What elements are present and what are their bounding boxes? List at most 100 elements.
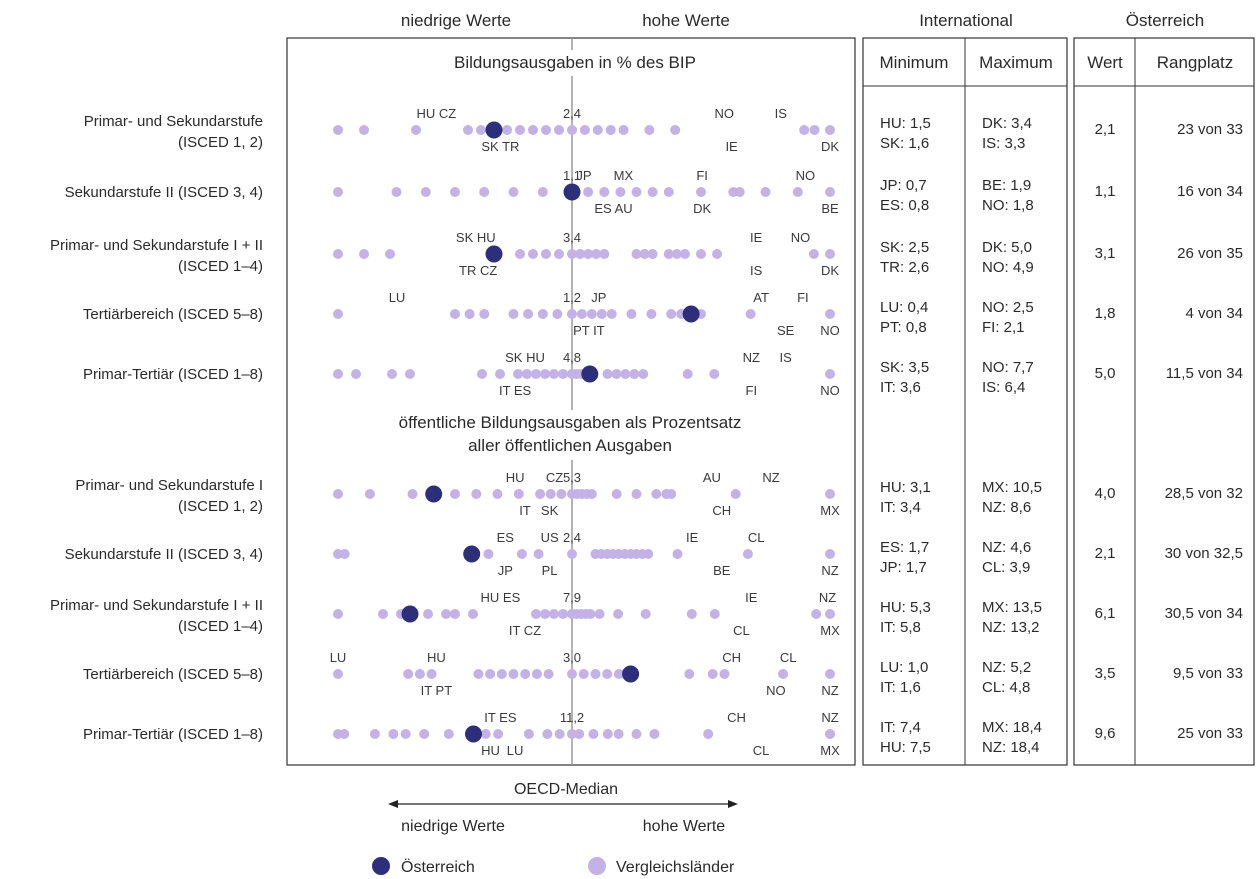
country-code-bottom: IT (519, 503, 531, 518)
comparison-point (369, 729, 380, 739)
comparison-point (745, 309, 756, 319)
comparison-point (591, 249, 602, 259)
country-code-top: IS (775, 106, 788, 121)
comparison-point (420, 187, 431, 197)
comparison-point (464, 309, 475, 319)
comparison-point (809, 125, 820, 135)
comparison-point (533, 549, 544, 559)
comparison-point (576, 309, 587, 319)
comparison-point (523, 729, 534, 739)
comparison-point (585, 609, 596, 619)
comparison-point (605, 125, 616, 135)
comparison-point (541, 249, 551, 259)
international-min-1: SK: 2,5 (880, 239, 929, 256)
comparison-point (825, 125, 835, 135)
comparison-point (671, 249, 682, 259)
footer-median-label: OECD-Median (514, 781, 618, 798)
comparison-point (364, 489, 375, 499)
col-value: Wert (1087, 53, 1123, 72)
international-min-1: HU: 3,1 (880, 479, 931, 496)
comparison-point (508, 309, 519, 319)
international-max-2: FI: 2,1 (982, 319, 1025, 336)
header-international: International (919, 11, 1013, 30)
austria-point (682, 305, 700, 323)
comparison-point (626, 309, 637, 319)
comparison-point (479, 187, 490, 197)
comparison-point (492, 489, 503, 499)
comparison-point (407, 489, 418, 499)
comparison-point (426, 669, 437, 679)
comparison-point (515, 125, 525, 135)
comparison-point (520, 669, 531, 679)
comparison-point (778, 669, 789, 679)
comparison-point (825, 489, 835, 499)
country-code-bottom: TR CZ (459, 263, 497, 278)
country-code-top: IS (780, 350, 793, 365)
austria-value: 2,1 (1095, 545, 1116, 562)
comparison-point (707, 669, 718, 679)
country-code-top: ES (497, 530, 515, 545)
comparison-point (419, 729, 430, 739)
plot-frame (286, 37, 856, 766)
comparison-point (359, 249, 369, 259)
austria-point (622, 665, 640, 683)
header-austria: Österreich (1126, 11, 1204, 30)
comparison-point (476, 125, 486, 135)
country-code-bottom: IE (725, 139, 738, 154)
comparison-point (719, 669, 730, 679)
country-code-bottom: IT PT (421, 683, 453, 698)
comparison-point (567, 669, 577, 679)
comparison-point (554, 125, 564, 135)
country-code-bottom: MX (820, 743, 840, 758)
comparison-point (558, 369, 568, 379)
country-code-bottom: CL (733, 623, 750, 638)
country-code-bottom: JP (498, 563, 513, 578)
rows-layer: Primar- und Sekundarstufe (ISCED 1, 2) 2,4… (50, 106, 1243, 758)
austria-rank: 30 von 32,5 (1165, 545, 1243, 562)
comparison-point (531, 609, 541, 619)
comparison-point (541, 125, 551, 135)
comparison-point (495, 369, 505, 379)
comparison-point (606, 309, 617, 319)
comparison-point (513, 489, 524, 499)
comparison-point (615, 187, 626, 197)
country-code-top: NO (791, 230, 811, 245)
comparison-point (742, 549, 753, 559)
country-code-bottom: DK (693, 201, 711, 216)
median-value: 2,4 (563, 530, 581, 545)
comparison-point (663, 249, 674, 259)
austria-rank: 25 von 33 (1177, 725, 1243, 742)
legend-austria-label: Österreich (401, 858, 475, 876)
international-max-1: NZ: 4,6 (982, 539, 1031, 556)
country-code-bottom: SE (777, 323, 795, 338)
comparison-point (333, 609, 343, 619)
comparison-point (578, 669, 589, 679)
comparison-point (602, 729, 613, 739)
comparison-point (825, 729, 835, 739)
international-min-1: LU: 1,0 (880, 659, 928, 676)
legend-comparison-label: Vergleichsländer (616, 859, 735, 876)
comparison-point (588, 729, 599, 739)
international-max-2: CL: 4,8 (982, 679, 1030, 696)
comparison-point (703, 729, 714, 739)
austria-value: 1,1 (1095, 183, 1116, 200)
austria-point (485, 245, 503, 263)
comparison-point (613, 609, 624, 619)
comparison-point (333, 669, 343, 679)
comparison-point (400, 729, 411, 739)
comparison-point (508, 187, 519, 197)
comparison-point (496, 669, 507, 679)
international-max-1: NO: 2,5 (982, 299, 1034, 316)
comparison-point (531, 369, 541, 379)
country-code-bottom: SK TR (481, 139, 519, 154)
austria-value: 4,0 (1095, 485, 1116, 502)
comparison-point (483, 549, 494, 559)
international-max-2: NO: 1,8 (982, 197, 1034, 214)
comparison-point (709, 369, 720, 379)
comparison-point (583, 249, 594, 259)
row-label: Primar- und Sekundarstufe I (75, 477, 263, 494)
comparison-point (450, 489, 460, 499)
comparison-point (391, 187, 402, 197)
comparison-point (602, 369, 613, 379)
international-min-2: IT: 3,4 (880, 499, 921, 516)
